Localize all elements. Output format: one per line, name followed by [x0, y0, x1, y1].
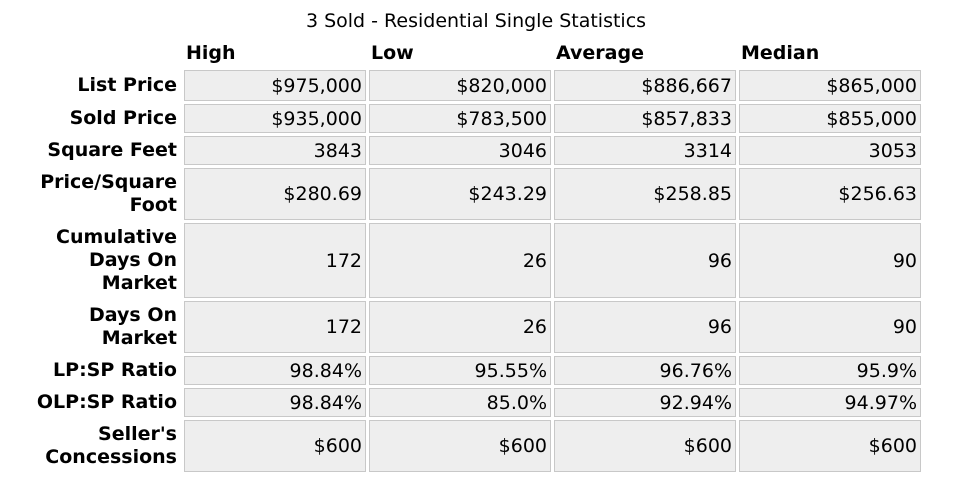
cell-average: 92.94% [554, 388, 736, 417]
cell-median: 95.9% [739, 356, 921, 385]
row-label: OLP:SP Ratio [36, 391, 177, 413]
cell-high: 172 [184, 301, 366, 353]
row-cumulative-days-on-market: Cumulative Days On Market 172 26 96 90 [23, 223, 921, 298]
cell-average: 3314 [554, 136, 736, 165]
column-header-low: Low [371, 42, 414, 64]
row-olp-sp-ratio: OLP:SP Ratio 98.84% 85.0% 92.94% 94.97% [23, 388, 921, 417]
cell-median: 3053 [739, 136, 921, 165]
cell-high: 98.84% [184, 356, 366, 385]
row-sold-price: Sold Price $935,000 $783,500 $857,833 $8… [23, 104, 921, 133]
cell-low: 85.0% [369, 388, 551, 417]
cell-high: 98.84% [184, 388, 366, 417]
cell-average: $857,833 [554, 104, 736, 133]
row-label: Sold Price [69, 107, 177, 129]
cell-high: 172 [184, 223, 366, 298]
cell-low: $820,000 [369, 70, 551, 101]
cell-average: 96 [554, 223, 736, 298]
corner-cell [23, 39, 181, 67]
cell-high: $935,000 [184, 104, 366, 133]
row-sellers-concessions: Seller's Concessions $600 $600 $600 $600 [23, 420, 921, 472]
cell-median: $865,000 [739, 70, 921, 101]
cell-average: $600 [554, 420, 736, 472]
cell-average: $258.85 [554, 168, 736, 220]
row-square-feet: Square Feet 3843 3046 3314 3053 [23, 136, 921, 165]
cell-high: 3843 [184, 136, 366, 165]
column-header-median: Median [741, 42, 820, 64]
cell-median: $256.63 [739, 168, 921, 220]
row-label: Days On Market [89, 304, 177, 349]
table-title: 3 Sold - Residential Single Statistics [305, 10, 647, 32]
header-row: High Low Average Median [23, 39, 921, 67]
cell-low: $243.29 [369, 168, 551, 220]
cell-median: $855,000 [739, 104, 921, 133]
cell-low: 26 [369, 223, 551, 298]
row-label: Price/Square Foot [40, 171, 177, 216]
cell-median: 90 [739, 301, 921, 353]
cell-low: 26 [369, 301, 551, 353]
cell-average: 96.76% [554, 356, 736, 385]
cell-low: 3046 [369, 136, 551, 165]
cell-median: $600 [739, 420, 921, 472]
cell-high: $975,000 [184, 70, 366, 101]
row-list-price: List Price $975,000 $820,000 $886,667 $8… [23, 70, 921, 101]
cell-high: $600 [184, 420, 366, 472]
row-price-per-square-foot: Price/Square Foot $280.69 $243.29 $258.8… [23, 168, 921, 220]
row-label: Seller's Concessions [45, 423, 177, 468]
column-header-average: Average [556, 42, 644, 64]
row-label: List Price [77, 74, 177, 96]
cell-low: $783,500 [369, 104, 551, 133]
row-label: Square Feet [47, 139, 177, 161]
cell-median: 90 [739, 223, 921, 298]
statistics-table: High Low Average Median List Price $975,… [20, 36, 924, 475]
cell-median: 94.97% [739, 388, 921, 417]
row-lp-sp-ratio: LP:SP Ratio 98.84% 95.55% 96.76% 95.9% [23, 356, 921, 385]
row-label: LP:SP Ratio [53, 359, 177, 381]
cell-low: $600 [369, 420, 551, 472]
row-label: Cumulative Days On Market [56, 226, 177, 294]
cell-low: 95.55% [369, 356, 551, 385]
column-header-high: High [186, 42, 236, 64]
cell-average: $886,667 [554, 70, 736, 101]
cell-high: $280.69 [184, 168, 366, 220]
cell-average: 96 [554, 301, 736, 353]
row-days-on-market: Days On Market 172 26 96 90 [23, 301, 921, 353]
